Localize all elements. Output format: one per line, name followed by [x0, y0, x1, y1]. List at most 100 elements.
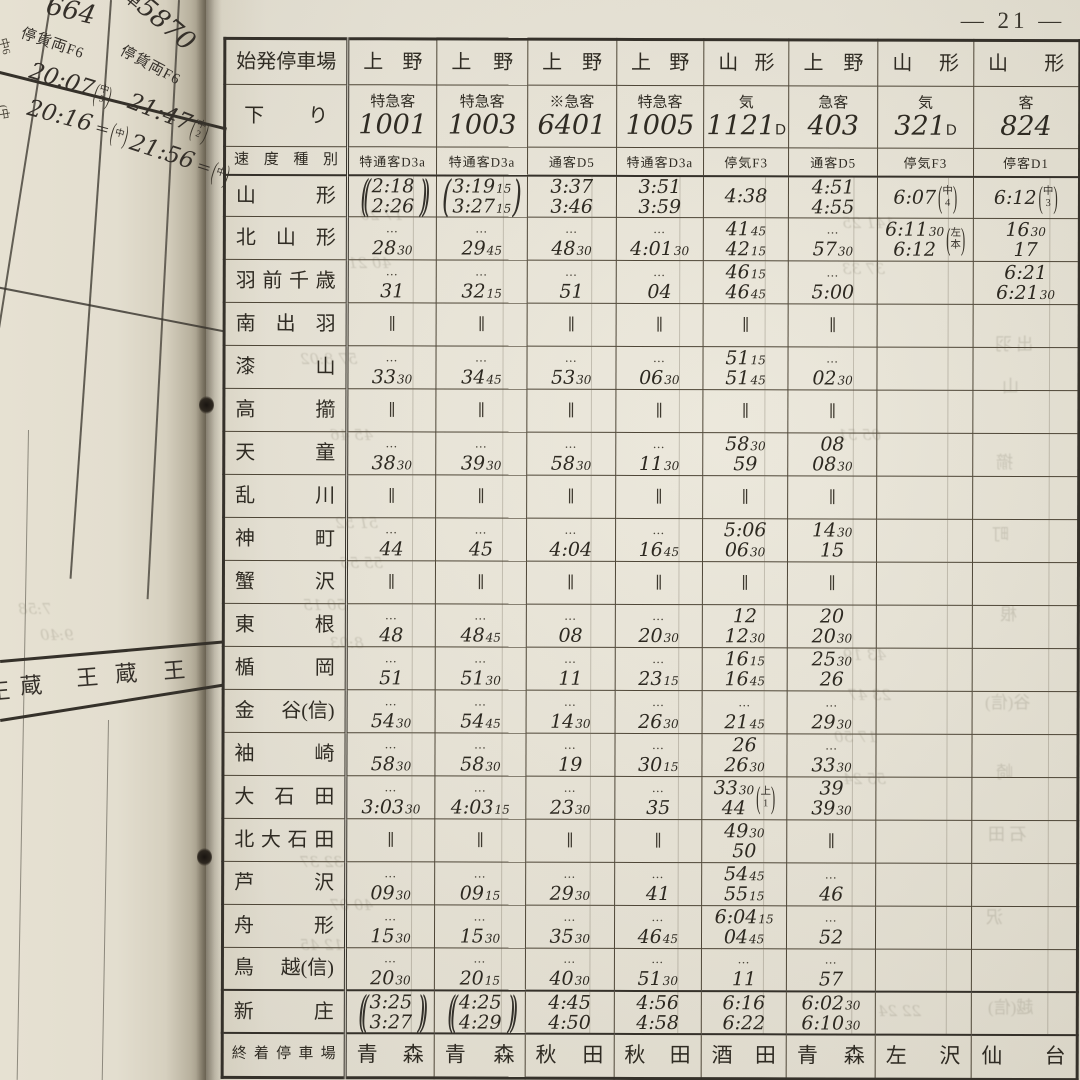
- time-cell: [875, 862, 972, 906]
- time-cell: [972, 389, 1079, 434]
- ghost-text: 50 15: [303, 596, 346, 614]
- time-cell: 6:16 6:22: [701, 991, 787, 1035]
- ghost-text: 越(信): [988, 998, 1034, 1017]
- bracket: )): [417, 986, 424, 1038]
- time-cell: 3:37 3:46: [527, 175, 617, 217]
- station-cell: 南出羽: [224, 301, 348, 346]
- punch-hole: [197, 848, 212, 866]
- station-cell: 新庄: [222, 989, 346, 1034]
- time-cell: … 11: [525, 646, 616, 690]
- time-cell: ∥: [786, 819, 876, 863]
- time-cell: [972, 475, 1079, 520]
- ghost-text: 55 56: [340, 554, 383, 572]
- time-cell: ∥: [434, 818, 526, 862]
- time-cell: ∥: [526, 474, 616, 518]
- time-cell: … 46 45: [614, 904, 702, 949]
- time-cell: … 23 15: [614, 646, 703, 691]
- train-number: 1121D: [706, 110, 787, 142]
- ghost-text: 9:40: [40, 626, 74, 644]
- train-name: 特急客 1001: [347, 84, 437, 147]
- time-cell: … 15 30: [434, 904, 526, 948]
- time-cell: … 58 30: [526, 431, 616, 475]
- pass-mark: ∥: [655, 316, 664, 334]
- time-cell: ∥: [525, 818, 615, 862]
- pass-mark: ∥: [567, 488, 575, 506]
- time-cell: … 02 30: [788, 346, 878, 390]
- time-cell: 3:51 3:59: [616, 175, 704, 218]
- time-cell: … 3:03 30: [345, 775, 436, 819]
- left-terminal-station: 王: [162, 657, 187, 684]
- pass-mark: ∥: [387, 573, 396, 591]
- time-cell: [971, 776, 1078, 821]
- time-cell: … 54 30: [346, 689, 436, 733]
- ghost-text: 22 24: [878, 1002, 921, 1020]
- time-cell: … 04: [615, 259, 704, 304]
- terminal-station: 秋田: [524, 1033, 614, 1078]
- ghost-text: 45 46: [330, 426, 373, 444]
- pass-mark: ∥: [655, 488, 663, 506]
- ghost-text: 出 羽: [995, 335, 1034, 354]
- ghost-text: 谷(信): [985, 693, 1031, 712]
- train-number: 1001: [358, 109, 428, 141]
- time-cell: [972, 432, 1079, 477]
- terminal-row: 終着停車場青森青森秋田秋田酒田青森左沢仙台: [222, 1032, 1078, 1080]
- time-cell: … 35: [614, 775, 702, 820]
- time-cell: … 41: [614, 861, 702, 906]
- time-cell: … 23 30: [525, 775, 615, 819]
- time-cell: … 58 30: [345, 732, 436, 776]
- punch-hole: [199, 396, 214, 414]
- time-cell: 6:04 15 04 45: [701, 905, 787, 949]
- ghost-text: 40 07: [330, 896, 373, 914]
- pass-mark: ∥: [567, 316, 576, 334]
- pass-mark: ∥: [828, 574, 836, 592]
- ghost-text: 町: [992, 525, 1009, 544]
- time-cell: 54 45 55 15: [701, 862, 787, 906]
- time-cell: 20 20 30: [787, 604, 877, 648]
- ghost-text: 55 24: [843, 770, 886, 788]
- time-cell: ∥: [702, 475, 788, 519]
- bracket: ((: [358, 986, 365, 1037]
- time-cell: [877, 260, 974, 304]
- pass-mark: ∥: [566, 574, 575, 592]
- time-cell: … 20 30: [615, 603, 703, 648]
- train-number: 824: [1000, 111, 1052, 143]
- time-cell: 5:06 06 30: [702, 518, 788, 562]
- station-cell: 高擶: [223, 387, 347, 432]
- pass-mark: ∥: [828, 488, 836, 506]
- ghost-text: 石 田: [988, 825, 1027, 844]
- time-cell: 16 15 16 45: [702, 647, 788, 691]
- time-cell: ∥: [788, 303, 878, 347]
- time-cell: ∥: [614, 818, 702, 863]
- time-cell: 41 45 42 15: [703, 217, 789, 261]
- origin-label: 始発停車場: [224, 38, 348, 85]
- time-cell: (3:19 15 3:27 15): [436, 171, 528, 221]
- right-page: [206, 0, 1080, 1080]
- time-cell: … 29 30: [525, 861, 615, 905]
- time-cell: … 4:03 15: [434, 775, 526, 819]
- train-number: 321D: [894, 111, 957, 143]
- time-cell: [972, 518, 1079, 563]
- time-cell: 4:51 4:55: [788, 175, 878, 218]
- train-origin: 上野: [788, 39, 878, 87]
- ghost-text: 7:58: [18, 600, 52, 618]
- time-cell: [876, 475, 973, 519]
- pass-mark: ∥: [828, 402, 837, 420]
- table-row: 鳥越(信)… 20 30… 20 15… 40 30… 51 30… 11… 57: [222, 946, 1078, 993]
- time-cell: … 35 30: [525, 904, 615, 948]
- time-cell: ∥: [702, 389, 789, 433]
- ghost-text: 崎: [996, 763, 1013, 782]
- pass-mark: ∥: [387, 487, 396, 505]
- left-terminal-station: 蔵: [114, 660, 139, 687]
- time-cell: [971, 862, 1078, 907]
- time-cell: 12 12 30: [702, 604, 788, 648]
- time-cell: ∥: [435, 388, 527, 432]
- ghost-text: 43 19: [843, 646, 886, 664]
- time-cell: 46 15 46 45: [703, 260, 789, 304]
- page-number: — 21 —: [960, 8, 1066, 33]
- table-row: 南出羽 ∥ ∥ ∥ ∥ ∥ ∥: [224, 301, 1080, 348]
- terminal-station: 仙台: [970, 1034, 1078, 1080]
- train-speed-class: 通客D5: [527, 147, 617, 176]
- time-cell: … 32 15: [436, 259, 528, 303]
- station-cell: 山形: [224, 174, 348, 217]
- train-origin: 上野: [347, 38, 437, 85]
